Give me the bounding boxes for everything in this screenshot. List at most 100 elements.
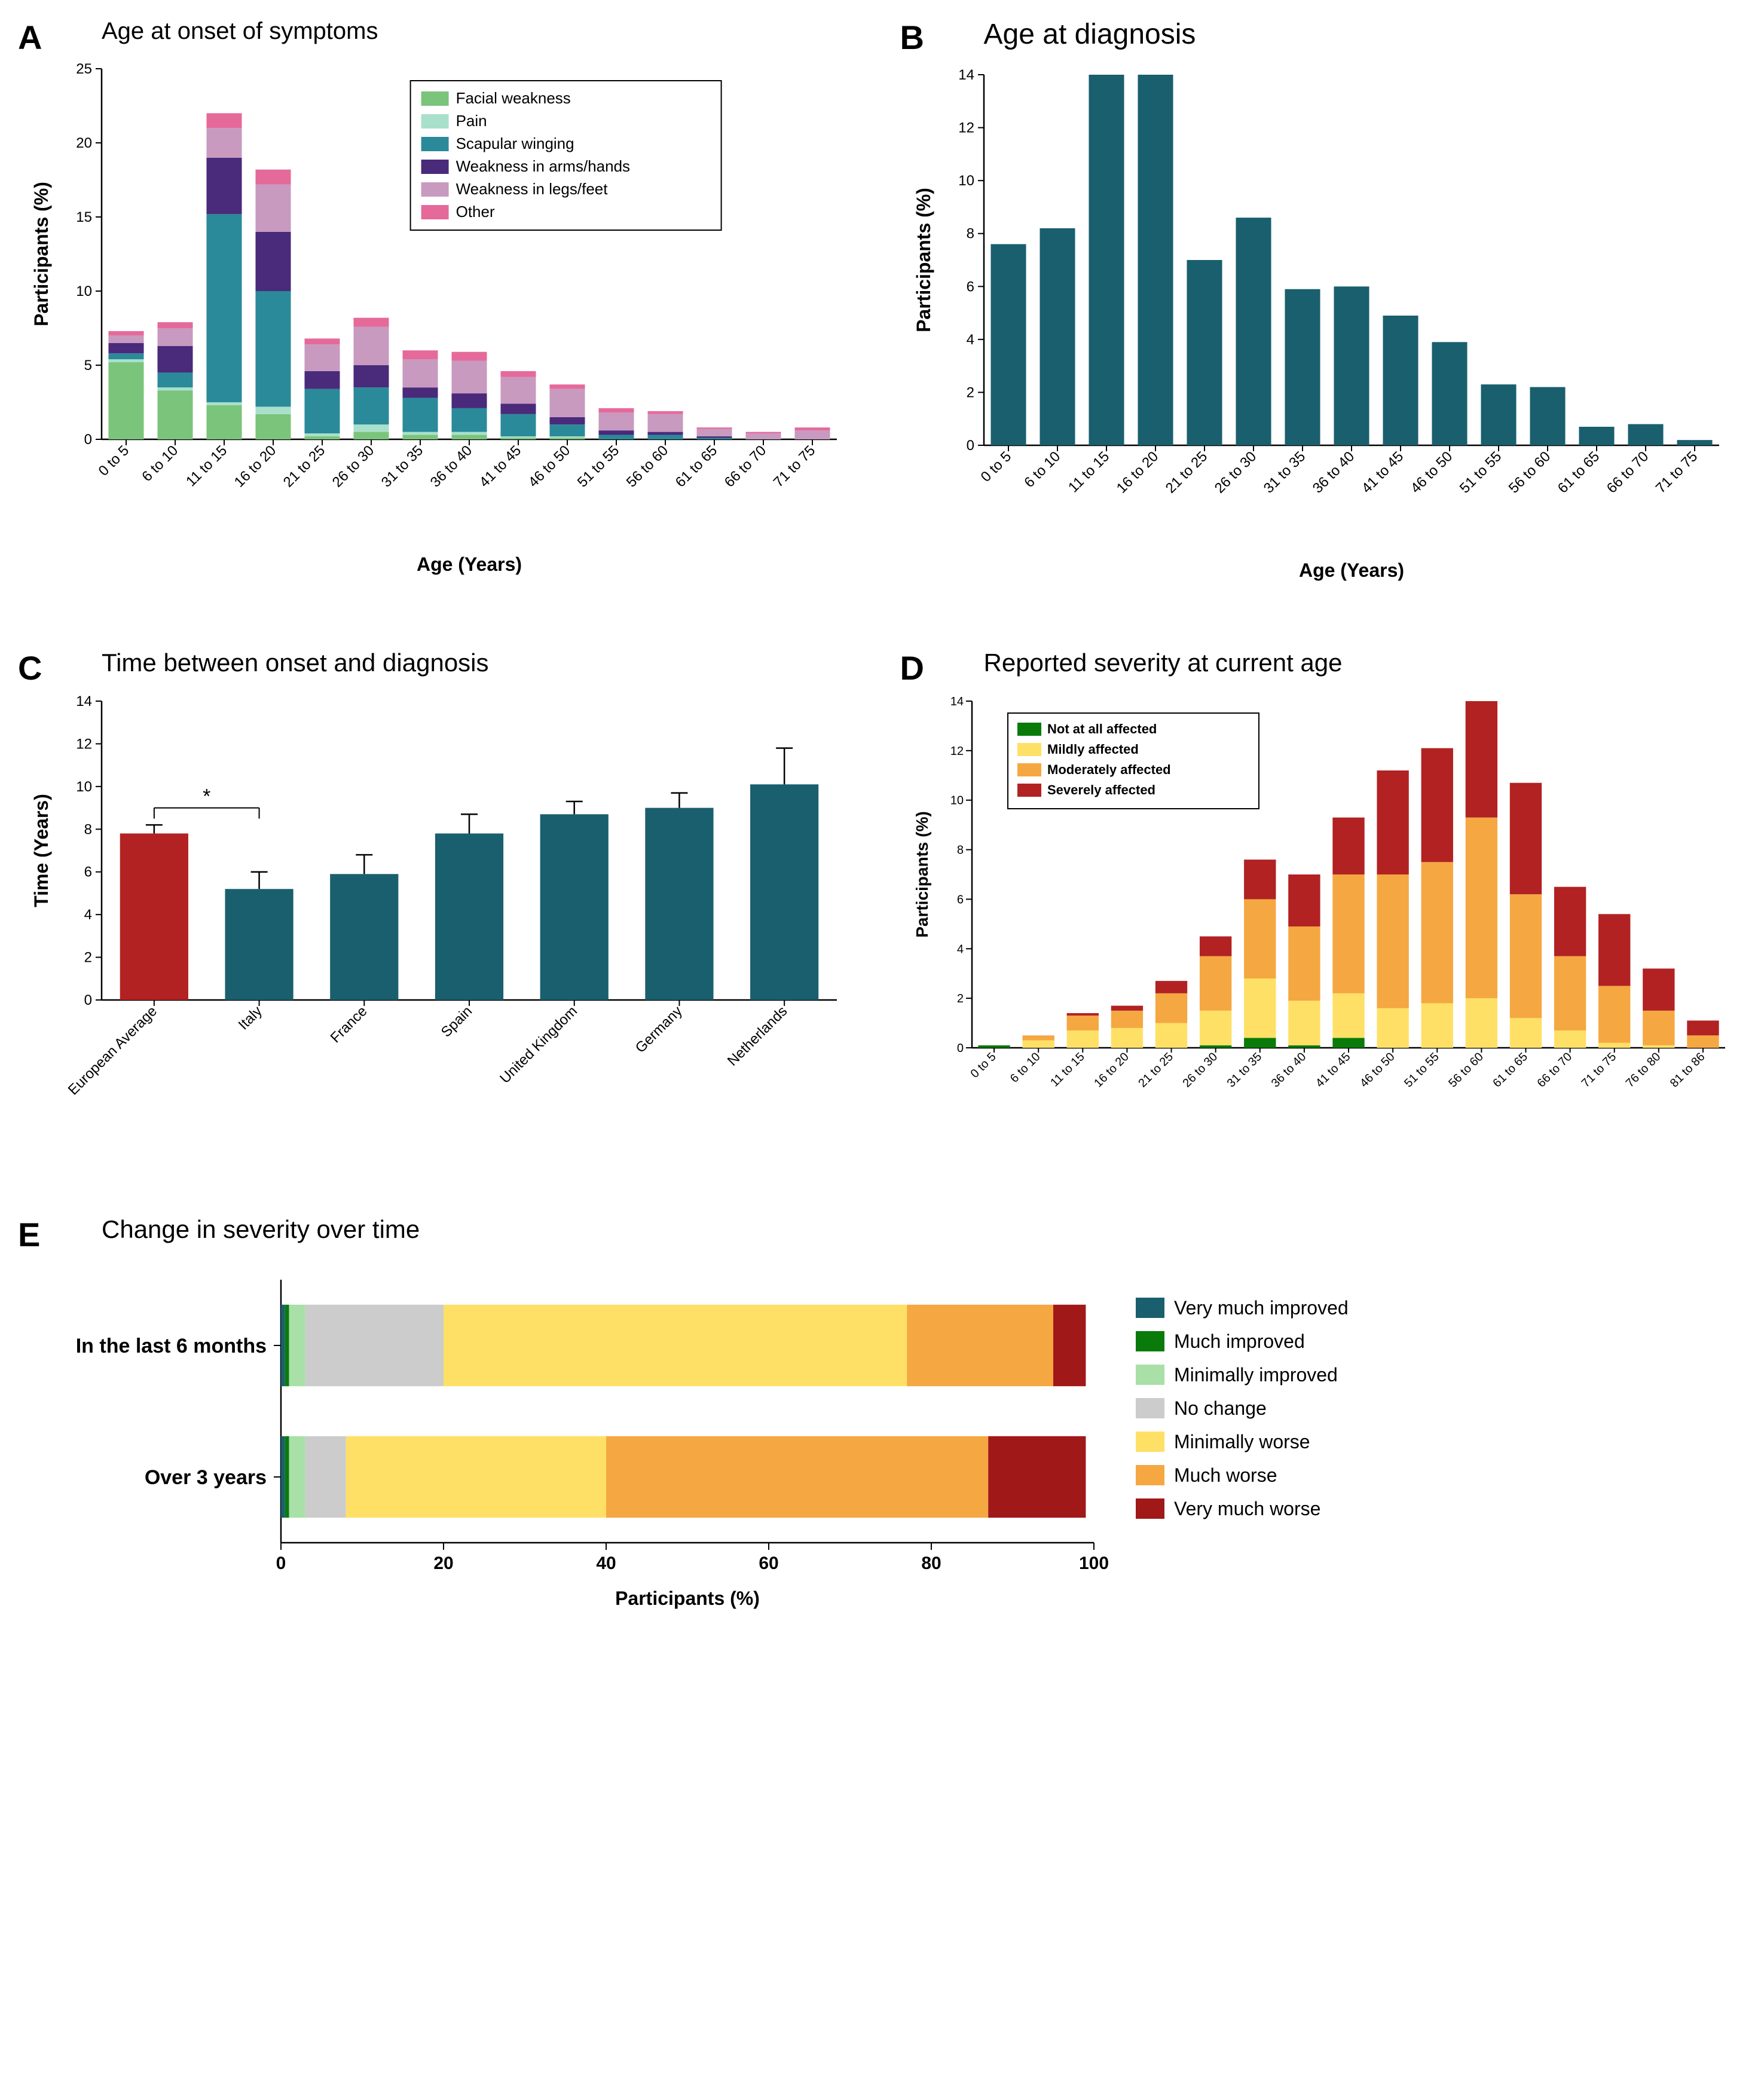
figure-grid: A Age at onset of symptoms 0510152025Par… bbox=[18, 18, 1746, 1614]
svg-text:20: 20 bbox=[433, 1553, 453, 1573]
svg-text:71 to 75: 71 to 75 bbox=[1652, 448, 1700, 496]
svg-text:21 to 25: 21 to 25 bbox=[1162, 448, 1210, 496]
svg-text:46 to 50: 46 to 50 bbox=[1357, 1050, 1397, 1090]
svg-text:Participants (%): Participants (%) bbox=[30, 182, 52, 326]
svg-text:40: 40 bbox=[596, 1553, 616, 1573]
svg-text:11 to 15: 11 to 15 bbox=[183, 442, 230, 490]
svg-text:16 to 20: 16 to 20 bbox=[231, 442, 279, 490]
svg-text:Participants (%): Participants (%) bbox=[615, 1588, 760, 1609]
panel-d: D Reported severity at current age 02468… bbox=[900, 649, 1747, 1167]
svg-text:10: 10 bbox=[950, 794, 963, 808]
chart-c: 02468101214Time (Years)European AverageI… bbox=[18, 689, 855, 1167]
svg-text:20: 20 bbox=[76, 135, 92, 151]
svg-text:56 to 60: 56 to 60 bbox=[1505, 448, 1553, 496]
panel-e-title: Change in severity over time bbox=[102, 1215, 1746, 1244]
svg-text:56 to 60: 56 to 60 bbox=[1446, 1050, 1486, 1090]
panel-b: B Age at diagnosis 02468101214Participan… bbox=[900, 18, 1747, 601]
panel-b-label: B bbox=[900, 18, 924, 57]
svg-text:*: * bbox=[203, 785, 210, 808]
svg-text:0: 0 bbox=[84, 992, 92, 1008]
panel-c-title: Time between onset and diagnosis bbox=[102, 649, 864, 677]
svg-text:Over 3 years: Over 3 years bbox=[145, 1466, 267, 1489]
svg-text:61 to 65: 61 to 65 bbox=[1554, 448, 1602, 496]
svg-text:0 to 5: 0 to 5 bbox=[96, 442, 133, 479]
svg-text:11 to 15: 11 to 15 bbox=[1065, 448, 1112, 496]
svg-text:4: 4 bbox=[84, 907, 92, 923]
svg-text:36 to 40: 36 to 40 bbox=[1309, 448, 1357, 496]
chart-a: 0510152025Participants (%)0 to 56 to 101… bbox=[18, 57, 855, 595]
svg-text:6: 6 bbox=[966, 279, 974, 295]
svg-text:25: 25 bbox=[76, 61, 92, 77]
svg-text:0: 0 bbox=[956, 1042, 963, 1055]
svg-text:10: 10 bbox=[76, 283, 92, 299]
svg-text:26 to 30: 26 to 30 bbox=[1180, 1050, 1220, 1090]
svg-text:Germany: Germany bbox=[632, 1003, 686, 1056]
svg-text:Netherlands: Netherlands bbox=[724, 1003, 791, 1069]
panel-a-title: Age at onset of symptoms bbox=[102, 18, 864, 45]
svg-text:No change: No change bbox=[1174, 1397, 1267, 1419]
svg-text:60: 60 bbox=[759, 1553, 778, 1573]
panel-e: E Change in severity over time 020406080… bbox=[18, 1215, 1746, 1614]
svg-text:Participants (%): Participants (%) bbox=[913, 188, 934, 332]
svg-text:41 to 45: 41 to 45 bbox=[1313, 1050, 1353, 1090]
svg-text:European Average: European Average bbox=[65, 1003, 160, 1098]
svg-text:66 to 70: 66 to 70 bbox=[1603, 448, 1651, 496]
svg-text:26 to 30: 26 to 30 bbox=[329, 442, 377, 490]
svg-text:0: 0 bbox=[276, 1553, 286, 1573]
panel-d-label: D bbox=[900, 649, 924, 687]
svg-text:10: 10 bbox=[958, 173, 974, 189]
svg-text:6 to 10: 6 to 10 bbox=[139, 442, 181, 485]
svg-text:0: 0 bbox=[966, 438, 974, 454]
svg-text:Not at all affected: Not at all affected bbox=[1047, 721, 1157, 736]
svg-text:Severely affected: Severely affected bbox=[1047, 782, 1155, 797]
svg-text:31 to 35: 31 to 35 bbox=[1260, 448, 1308, 496]
svg-text:Weakness in arms/hands: Weakness in arms/hands bbox=[456, 157, 630, 175]
svg-text:14: 14 bbox=[958, 67, 974, 83]
svg-text:51 to 55: 51 to 55 bbox=[574, 442, 622, 490]
svg-text:Participants (%): Participants (%) bbox=[913, 811, 931, 938]
svg-text:2: 2 bbox=[956, 992, 963, 1005]
svg-text:11 to 15: 11 to 15 bbox=[1048, 1050, 1087, 1090]
svg-text:Minimally worse: Minimally worse bbox=[1174, 1431, 1310, 1452]
svg-text:Facial weakness: Facial weakness bbox=[456, 89, 571, 107]
svg-text:4: 4 bbox=[966, 332, 974, 348]
svg-text:16 to 20: 16 to 20 bbox=[1113, 448, 1161, 496]
svg-text:Very much worse: Very much worse bbox=[1174, 1498, 1320, 1519]
svg-text:Moderately affected: Moderately affected bbox=[1047, 762, 1171, 777]
panel-b-title: Age at diagnosis bbox=[984, 18, 1747, 51]
svg-text:71 to 75: 71 to 75 bbox=[771, 442, 818, 490]
svg-text:Time (Years): Time (Years) bbox=[30, 794, 52, 907]
svg-text:46 to 50: 46 to 50 bbox=[1407, 448, 1455, 496]
svg-text:81 to 86: 81 to 86 bbox=[1667, 1050, 1707, 1090]
svg-text:4: 4 bbox=[956, 943, 963, 956]
svg-text:6: 6 bbox=[956, 893, 963, 906]
svg-text:8: 8 bbox=[966, 226, 974, 242]
svg-text:26 to 30: 26 to 30 bbox=[1211, 448, 1259, 496]
svg-text:Pain: Pain bbox=[456, 112, 487, 130]
svg-text:Mildly affected: Mildly affected bbox=[1047, 742, 1139, 757]
svg-text:51 to 55: 51 to 55 bbox=[1456, 448, 1504, 496]
svg-text:66 to 70: 66 to 70 bbox=[722, 442, 769, 490]
svg-text:Scapular winging: Scapular winging bbox=[456, 134, 574, 152]
svg-text:21 to 25: 21 to 25 bbox=[280, 442, 328, 490]
chart-e: 020406080100Participants (%)In the last … bbox=[18, 1256, 1572, 1614]
svg-text:Minimally improved: Minimally improved bbox=[1174, 1364, 1338, 1386]
svg-text:31 to 35: 31 to 35 bbox=[1224, 1050, 1264, 1090]
svg-text:21 to 25: 21 to 25 bbox=[1136, 1050, 1176, 1090]
svg-text:61 to 65: 61 to 65 bbox=[672, 442, 720, 490]
svg-text:In the last 6 months: In the last 6 months bbox=[76, 1335, 267, 1357]
svg-text:15: 15 bbox=[76, 209, 92, 225]
panel-c-label: C bbox=[18, 649, 42, 687]
svg-text:0 to 5: 0 to 5 bbox=[977, 448, 1014, 485]
panel-c: C Time between onset and diagnosis 02468… bbox=[18, 649, 864, 1167]
svg-text:12: 12 bbox=[76, 736, 92, 752]
svg-text:Weakness in legs/feet: Weakness in legs/feet bbox=[456, 180, 609, 198]
svg-text:36 to 40: 36 to 40 bbox=[427, 442, 475, 490]
svg-text:6: 6 bbox=[84, 864, 92, 880]
svg-text:Very much improved: Very much improved bbox=[1174, 1297, 1349, 1319]
chart-d: 02468101214Participants (%)0 to 56 to 10… bbox=[900, 689, 1737, 1167]
svg-text:14: 14 bbox=[76, 693, 92, 709]
svg-text:31 to 35: 31 to 35 bbox=[378, 442, 426, 490]
svg-text:France: France bbox=[328, 1003, 371, 1046]
svg-text:46 to 50: 46 to 50 bbox=[525, 442, 573, 490]
